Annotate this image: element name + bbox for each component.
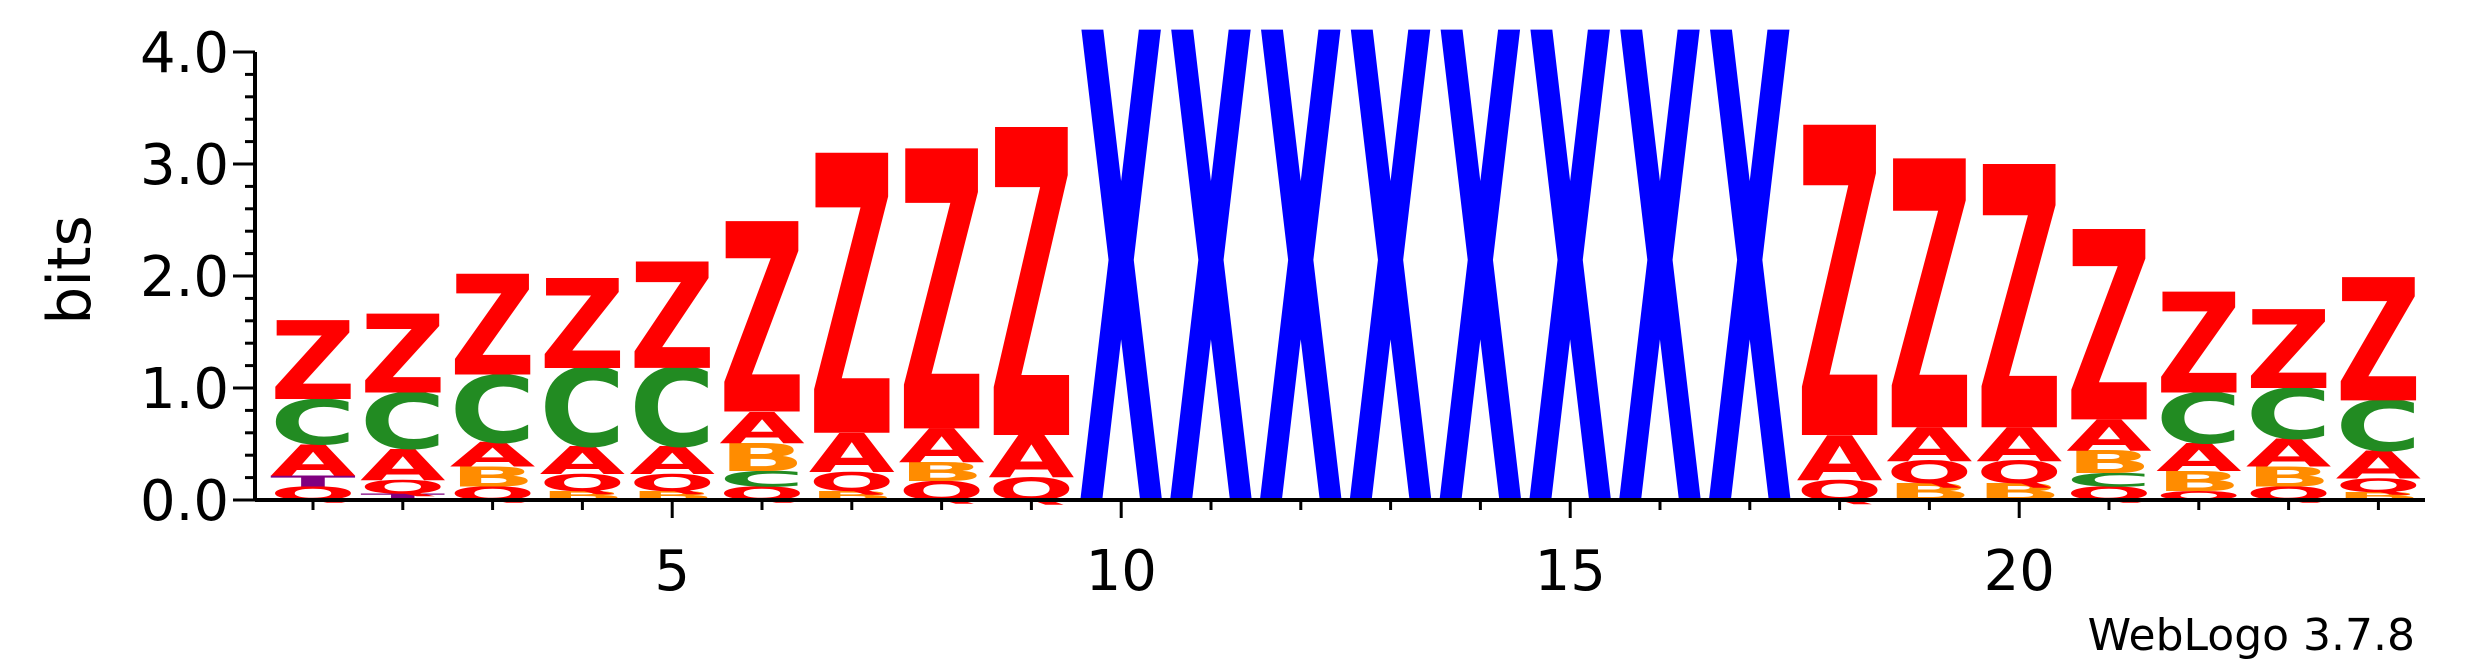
logo-letter-x: X [1168, 0, 1254, 653]
logo-letter-z: Z [1797, 40, 1883, 536]
logo-letter-z: Z [629, 234, 715, 403]
logo-letter-z: Z [539, 255, 625, 397]
logo-letter-a: A [2336, 443, 2421, 488]
logo-letter-a: A [2066, 411, 2152, 461]
y-ticks: 0.0 1.0 2.0 3.0 4.0 [140, 21, 255, 534]
logo-letter-q: Q [629, 470, 715, 497]
logo-letter-c: C [719, 467, 805, 492]
logo-letter-a: A [2156, 436, 2241, 481]
logo-letter-a: A [2246, 431, 2331, 476]
logo-letter-z: Z [360, 293, 446, 418]
logo-letter-b: B [719, 435, 805, 480]
logo-letter-c: C [2335, 387, 2421, 467]
logo-letter-x: X [1527, 0, 1613, 653]
logo-letter-z: Z [270, 299, 356, 424]
logo-letter-b: B [2066, 445, 2152, 481]
logo-letter-q: Q [1976, 455, 2062, 491]
logo-letter-a: A [629, 439, 714, 484]
logo-letter-z: Z [809, 77, 895, 524]
logo-letter-a: A [1886, 419, 1972, 473]
logo-letter-q: Q [539, 470, 625, 497]
logo-letter-c: C [360, 378, 446, 467]
logo-letter-a: A [1797, 424, 1884, 495]
y-tick-label: 0.0 [140, 469, 229, 534]
logo-letter-z: Z [719, 169, 805, 473]
logo-letter-x: X [1617, 0, 1703, 653]
logo-letter-q: Q [1886, 455, 1972, 491]
x-tick-label: 5 [654, 539, 690, 604]
y-tick-label: 4.0 [140, 21, 229, 86]
logo-letter-a: A [450, 435, 536, 474]
logo-letter-q: Q [360, 477, 446, 498]
logo-letter-c: C [539, 347, 625, 472]
logo-letter-z: Z [2156, 265, 2242, 426]
x-tick-label: 15 [1535, 539, 1606, 604]
x-tick-label: 10 [1086, 539, 1157, 604]
y-tick-label: 3.0 [140, 133, 229, 198]
logo-letter-a: A [1976, 419, 2062, 473]
logo-letter-b: B [450, 461, 536, 493]
logo-letter-c: C [2066, 469, 2152, 491]
logo-letter-a: A [899, 420, 985, 474]
y-tick-label: 1.0 [140, 357, 229, 422]
logo-letter-q: Q [2335, 475, 2421, 496]
logo-letter-a: A [988, 424, 1074, 492]
logo-letter-a: A [719, 403, 805, 453]
logo-letter-z: Z [2335, 244, 2421, 441]
logo-letter-c: C [450, 356, 536, 464]
logo-letter-a: A [360, 440, 446, 490]
logo-letter-c: C [2156, 379, 2242, 459]
logo-letter-z: Z [1976, 94, 2062, 513]
logo-letter-t: T [270, 472, 356, 490]
logo-letter-x: X [1258, 0, 1344, 653]
x-ticks: 5 10 15 20 [311, 500, 2380, 604]
logo-letter-z: Z [988, 44, 1074, 536]
logo-letter-q: Q [809, 467, 895, 497]
logo-letter-c: C [2246, 374, 2332, 454]
logo-letter-b: B [2156, 466, 2242, 498]
weblogo-credit: WebLogo 3.7.8 [2088, 610, 2415, 661]
logo-letter-c: C [270, 388, 356, 460]
axes: 0.0 1.0 2.0 3.0 4.0 5 10 15 20 [140, 21, 2425, 604]
x-tick-label: 20 [1984, 539, 2055, 604]
logo-letter-z: Z [2246, 288, 2332, 413]
logo-letter-x: X [1078, 0, 1164, 653]
logo-letter-b: B [899, 457, 985, 487]
logo-letter-a: A [809, 422, 896, 485]
logo-letter-z: Z [2066, 177, 2152, 481]
logo-letter-b: B [2246, 461, 2332, 493]
logo-letter-z: Z [1886, 85, 1972, 514]
logo-letter-t: T [360, 491, 445, 502]
y-axis-label: bits [35, 215, 105, 325]
logo-letter-z: Z [450, 247, 536, 408]
logo-letter-a: A [270, 435, 356, 485]
logo-letter-c: C [629, 347, 715, 472]
logo-letter-a: A [540, 439, 625, 484]
y-tick-label: 2.0 [140, 245, 229, 310]
logo-letter-x: X [1348, 0, 1434, 653]
logo-letter-x: X [1437, 0, 1523, 653]
logo-letter-x: X [1707, 0, 1793, 653]
logo-letter-z: Z [899, 73, 985, 520]
